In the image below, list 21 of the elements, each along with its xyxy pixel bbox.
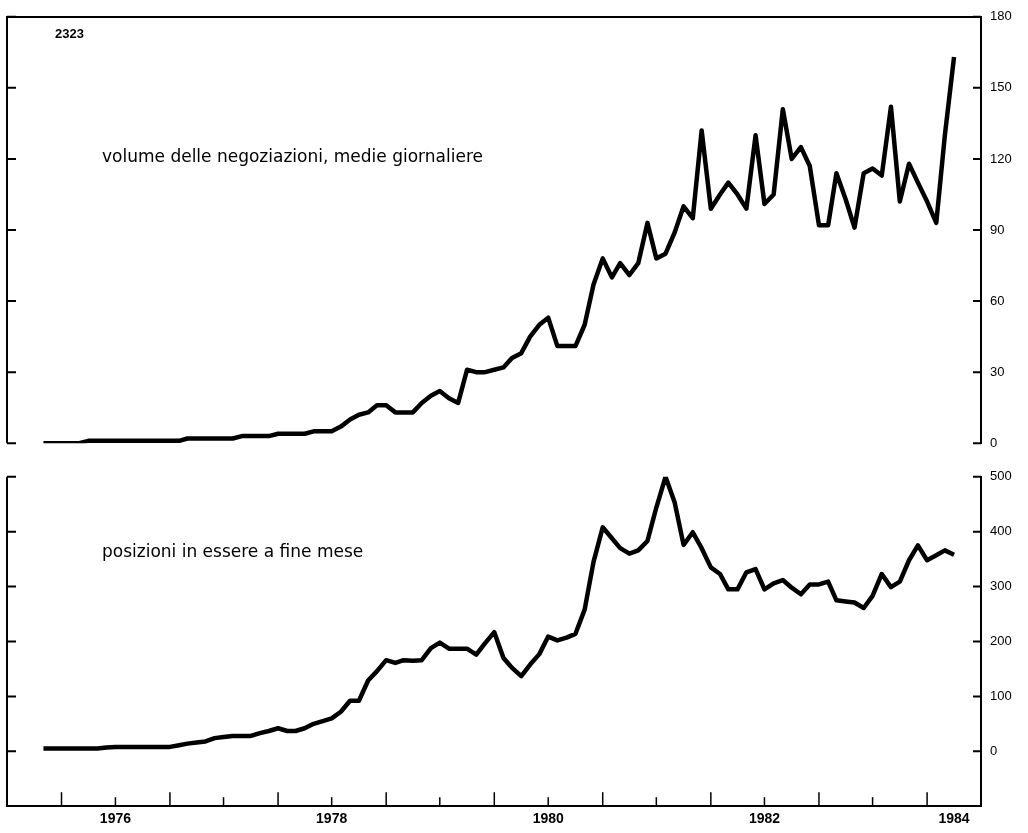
y-tick-label: 0 xyxy=(990,434,998,450)
y-tick-label: 400 xyxy=(990,523,1012,539)
y-tick-label: 300 xyxy=(990,578,1012,594)
text: volume delle negoziazioni, medie giornaliere xyxy=(102,145,483,166)
x-tick-label: 1980 xyxy=(532,810,564,827)
annotation: 2323 xyxy=(55,26,84,42)
y-tick-label: 0 xyxy=(990,742,998,758)
y-tick-label: 60 xyxy=(990,292,1005,308)
x-tick-label: 1982 xyxy=(748,810,781,827)
y-tick-label: 30 xyxy=(990,363,1005,379)
text: posizioni in essere a fine mese xyxy=(102,540,364,561)
y-tick-label: 90 xyxy=(990,221,1005,237)
x-tick-label: 1978 xyxy=(316,810,348,827)
x-tick-label: 1976 xyxy=(99,810,132,827)
y-tick-label: 200 xyxy=(990,633,1012,649)
y-tick-label: 100 xyxy=(990,687,1012,703)
y-tick-label: 180 xyxy=(990,8,1012,24)
y-tick-label: 120 xyxy=(990,150,1012,166)
y-tick-label: 500 xyxy=(990,468,1012,484)
x-tick-label: 1984 xyxy=(938,810,970,827)
y-tick-label: 150 xyxy=(990,79,1012,95)
